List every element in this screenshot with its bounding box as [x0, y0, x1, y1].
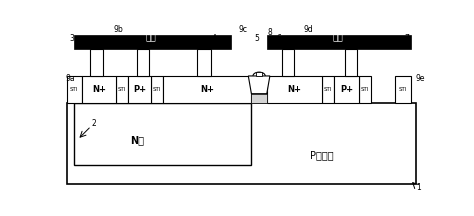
Text: STI: STI [118, 87, 126, 92]
Bar [267, 76, 322, 103]
Text: P+: P+ [133, 85, 146, 94]
Bar [163, 76, 251, 103]
Text: 2: 2 [92, 119, 97, 128]
Text: STI: STI [324, 87, 332, 92]
Bar [282, 49, 294, 76]
Bar [395, 76, 411, 103]
Text: 9d: 9d [303, 25, 313, 34]
Bar [128, 76, 151, 103]
Text: 8: 8 [267, 28, 272, 37]
Text: 1: 1 [416, 183, 421, 192]
Bar [151, 76, 163, 103]
Bar [346, 49, 357, 76]
Text: 3: 3 [70, 34, 74, 43]
Text: 9a: 9a [65, 74, 75, 83]
Bar [116, 76, 128, 103]
Bar [74, 103, 251, 165]
Text: 9b: 9b [113, 25, 123, 34]
Text: N+: N+ [92, 85, 106, 94]
Bar [82, 76, 116, 103]
Text: 9e: 9e [415, 74, 425, 83]
Text: 7: 7 [404, 34, 410, 43]
Bar [359, 76, 371, 103]
Text: STI: STI [153, 87, 161, 92]
Polygon shape [248, 76, 270, 94]
Text: STI: STI [361, 87, 369, 92]
Bar [256, 72, 262, 76]
Text: 4: 4 [212, 34, 217, 43]
Bar [322, 76, 334, 103]
Text: STI: STI [70, 87, 79, 92]
Text: 阴极: 阴极 [332, 34, 343, 43]
Text: N阱: N阱 [130, 135, 145, 145]
Text: STI: STI [399, 87, 407, 92]
Text: 6: 6 [277, 34, 282, 43]
Text: 阳极: 阳极 [146, 34, 157, 43]
Bar [334, 76, 359, 103]
Text: P+: P+ [340, 85, 353, 94]
Text: 5: 5 [255, 34, 259, 43]
Bar [251, 94, 267, 103]
Text: 9c: 9c [238, 25, 247, 34]
Text: N+: N+ [288, 85, 301, 94]
Bar [66, 76, 82, 103]
Bar [137, 49, 149, 76]
Text: P型衬底: P型衬底 [310, 150, 334, 160]
Bar [66, 103, 416, 184]
Bar [90, 49, 103, 76]
Bar [198, 49, 210, 76]
Text: N+: N+ [200, 85, 214, 94]
Bar [74, 35, 231, 49]
Bar [267, 35, 411, 49]
